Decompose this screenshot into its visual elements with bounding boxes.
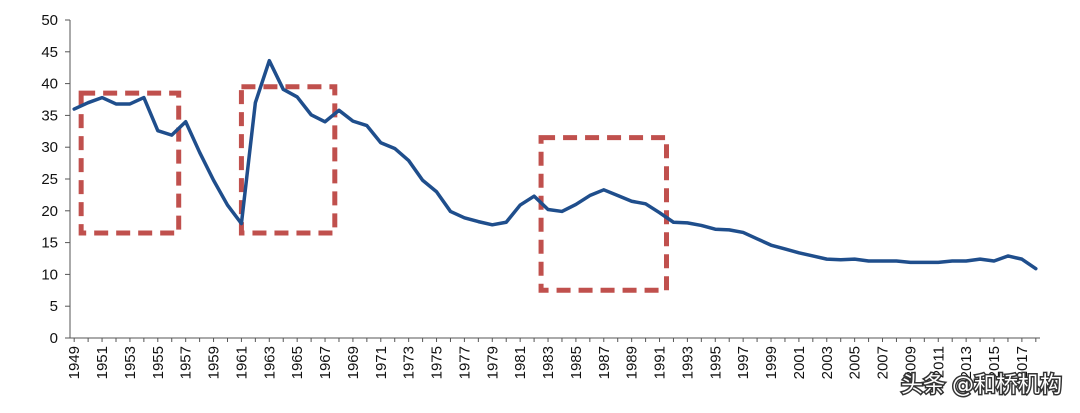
x-tick-label: 2009: [902, 346, 919, 379]
y-tick-label: 30: [41, 139, 58, 156]
x-tick-label: 1989: [624, 346, 641, 379]
x-tick-label: 1973: [401, 346, 418, 379]
x-tick-label: 1953: [122, 346, 139, 379]
x-tick-label: 2003: [819, 346, 836, 379]
y-tick-label: 45: [41, 44, 58, 61]
x-tick-label: 1999: [763, 346, 780, 379]
x-tick-label: 1993: [679, 346, 696, 379]
x-tick-label: 1949: [66, 346, 83, 379]
y-tick-label: 5: [50, 298, 58, 315]
y-tick-label: 0: [50, 330, 58, 347]
highlight-box: [538, 135, 669, 293]
y-tick-label: 10: [41, 266, 58, 283]
x-tick-label: 1981: [512, 346, 529, 379]
x-tick-label: 1957: [178, 346, 195, 379]
y-tick-label: 20: [41, 203, 58, 220]
watermark-text: 头条 @和桥机构: [901, 373, 1062, 398]
x-tick-label: 2007: [875, 346, 892, 379]
y-axis-ticks: 0 5 10 15 20 25 30 35 40 45 50: [41, 12, 70, 347]
x-axis-ticks: 1949 1951 1953 1955 1957 1959 1961 1963 1965 1967…: [66, 338, 1037, 379]
highlight-box: [238, 84, 338, 236]
x-tick-label: 1971: [373, 346, 390, 379]
x-tick-label: 1979: [484, 346, 501, 379]
series-group: [72, 58, 1038, 271]
y-tick-label: 40: [41, 76, 58, 93]
x-tick-label: 1963: [261, 346, 278, 379]
x-tick-label: 1965: [289, 346, 306, 379]
x-tick-label: 2001: [791, 346, 808, 379]
x-tick-label: 1985: [568, 346, 585, 379]
x-tick-label: 1977: [456, 346, 473, 379]
x-tick-label: 2017: [1014, 346, 1031, 379]
series-line: [72, 58, 1038, 271]
y-tick-label: 15: [41, 235, 58, 252]
x-tick-label: 1975: [429, 346, 446, 379]
x-tick-label: 1961: [233, 346, 250, 379]
x-tick-label: 1983: [540, 346, 557, 379]
x-tick-label: 1967: [317, 346, 334, 379]
x-tick-label: 1997: [735, 346, 752, 379]
y-tick-label: 35: [41, 107, 58, 124]
y-tick-label: 50: [41, 12, 58, 29]
x-tick-label: 1995: [707, 346, 724, 379]
x-tick-label: 1969: [345, 346, 362, 379]
x-tick-label: 2013: [958, 346, 975, 379]
x-tick-label: 1959: [206, 346, 223, 379]
x-tick-label: 1987: [596, 346, 613, 379]
watermark: 头条 @和桥机构: [900, 372, 1064, 400]
highlight-box: [78, 90, 182, 236]
x-tick-label: 1951: [94, 346, 111, 379]
highlight-boxes: [78, 84, 669, 293]
x-tick-label: 2005: [847, 346, 864, 379]
x-tick-label: 1955: [150, 346, 167, 379]
x-tick-label: 2015: [986, 346, 1003, 379]
x-tick-label: 1991: [652, 346, 669, 379]
x-tick-label: 2011: [930, 346, 947, 378]
y-tick-label: 25: [41, 171, 58, 188]
